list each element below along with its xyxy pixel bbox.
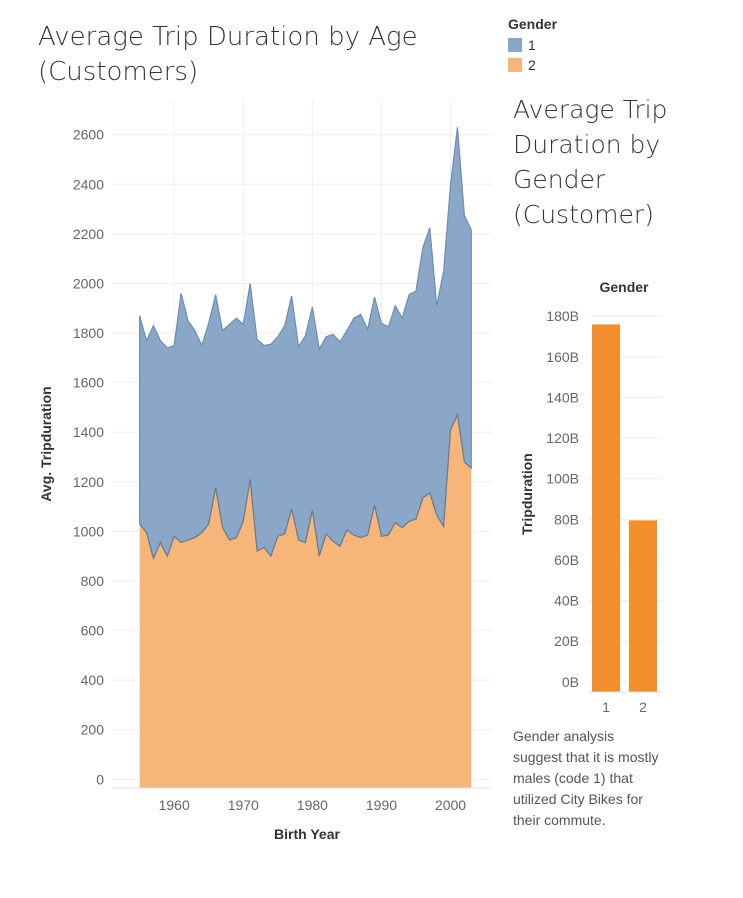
y-tick-label-400: 400 — [81, 672, 105, 688]
y-tick-label-1800: 1800 — [73, 325, 104, 341]
bar-y-tick-label-180: 180B — [546, 308, 579, 324]
y-tick-label-600: 600 — [81, 623, 105, 639]
y-axis-label: Avg. Tripduration — [38, 386, 54, 501]
bar-category-label-1: 1 — [602, 699, 610, 715]
series-area-2 — [139, 414, 472, 788]
bar-y-tick-label-20: 20B — [554, 633, 579, 649]
y-tick-label-2200: 2200 — [73, 226, 104, 242]
bar-y-tick-label-160: 160B — [546, 349, 579, 365]
bar-y-axis-label: Tripduration — [519, 453, 535, 535]
y-tick-label-2400: 2400 — [73, 176, 104, 192]
y-tick-label-1200: 1200 — [73, 474, 104, 490]
y-tick-label-800: 800 — [81, 573, 105, 589]
bar-chart-title: Average Trip Duration by Gender (Custome… — [513, 95, 668, 229]
bar-y-tick-label-40: 40B — [554, 593, 579, 609]
legend-title: Gender — [508, 16, 558, 32]
y-tick-label-1600: 1600 — [73, 375, 104, 391]
legend-label-2: 2 — [528, 57, 536, 73]
bar-y-tick-label-60: 60B — [554, 552, 579, 568]
legend-item-1[interactable]: 1 — [508, 35, 557, 55]
x-tick-label-1980: 1980 — [297, 797, 328, 813]
y-tick-label-1400: 1400 — [73, 424, 104, 440]
y-tick-label-2000: 2000 — [73, 275, 104, 291]
bar-y-tick-label-140: 140B — [546, 389, 579, 405]
bar-category-label-2: 2 — [639, 699, 647, 715]
x-tick-label-2000: 2000 — [435, 797, 466, 813]
area-chart-title: Average Trip Duration by Age (Customers) — [38, 22, 418, 87]
legend-swatch-2 — [508, 58, 522, 72]
legend-swatch-1 — [508, 38, 522, 52]
bar-y-tick-label-0: 0B — [562, 674, 579, 690]
y-tick-label-1000: 1000 — [73, 523, 104, 539]
bar-y-tick-label-100: 100B — [546, 471, 579, 487]
x-axis-label: Birth Year — [274, 826, 340, 842]
bar-1 — [592, 324, 620, 692]
series-area-1 — [139, 127, 472, 561]
x-tick-label-1990: 1990 — [366, 797, 397, 813]
legend-item-2[interactable]: 2 — [508, 55, 557, 75]
bar-y-tick-label-120: 120B — [546, 430, 579, 446]
y-tick-label-0: 0 — [96, 771, 104, 787]
y-tick-label-200: 200 — [81, 722, 105, 738]
y-tick-label-2600: 2600 — [73, 127, 104, 143]
legend: Gender 1 2 — [508, 16, 557, 75]
x-tick-label-1960: 1960 — [159, 797, 190, 813]
x-tick-label-1970: 1970 — [228, 797, 259, 813]
area-chart: 1960 1970 1980 1990 2000 0 200 400 600 800 1000 120… — [38, 100, 492, 842]
bar-2 — [629, 520, 657, 692]
bar-x-axis-label: Gender — [599, 279, 649, 295]
legend-label-1: 1 — [528, 37, 536, 53]
gender-analysis-note: Gender analysis suggest that it is mostl… — [513, 728, 659, 828]
series-line-2 — [139, 412, 472, 561]
bar-y-tick-label-80: 80B — [554, 511, 579, 527]
